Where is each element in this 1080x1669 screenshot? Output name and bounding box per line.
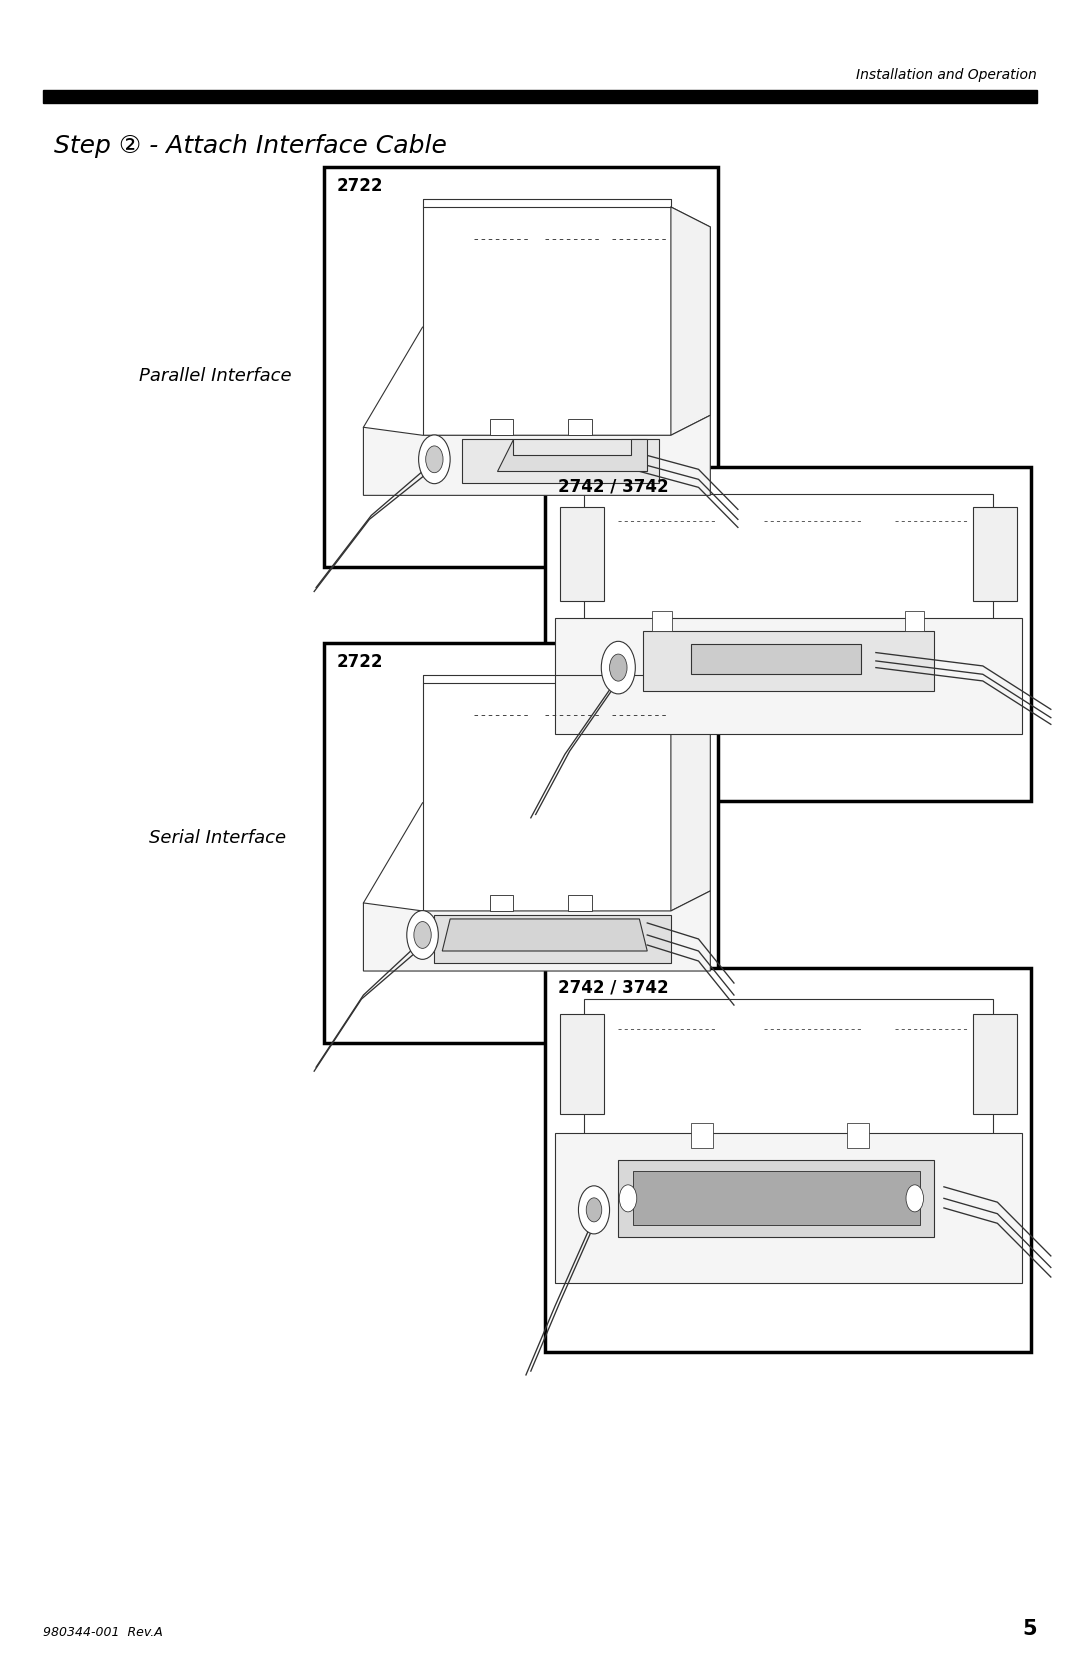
Circle shape [419,436,450,484]
Polygon shape [363,891,711,971]
Text: 2742 / 3742: 2742 / 3742 [558,978,669,996]
Circle shape [414,921,431,948]
Bar [847,1123,868,1148]
Polygon shape [443,920,647,951]
Polygon shape [498,439,647,471]
Bar [905,611,924,631]
Polygon shape [422,683,671,911]
Text: Parallel Interface: Parallel Interface [139,367,292,384]
Polygon shape [363,416,711,496]
Text: 5: 5 [1022,1619,1037,1639]
Bar [324,167,718,567]
Polygon shape [555,1133,1022,1283]
Polygon shape [584,998,993,1152]
Polygon shape [671,207,711,436]
Polygon shape [422,207,671,436]
Bar [545,467,1031,801]
Polygon shape [568,419,592,436]
Bar [462,439,659,484]
Circle shape [579,1185,609,1233]
Circle shape [609,654,627,681]
Polygon shape [559,1015,604,1113]
Polygon shape [568,895,592,911]
Text: 2742 / 3742: 2742 / 3742 [558,477,669,496]
Text: 2722: 2722 [337,653,383,671]
Circle shape [586,1198,602,1222]
Circle shape [906,1185,923,1212]
Circle shape [619,1185,637,1212]
Text: 2722: 2722 [337,177,383,195]
Bar [643,631,934,691]
Bar [545,968,1031,1352]
Polygon shape [973,1015,1017,1113]
Polygon shape [973,507,1017,601]
Polygon shape [489,419,513,436]
Polygon shape [559,507,604,601]
Polygon shape [691,644,862,674]
Circle shape [426,446,443,472]
Bar [324,643,718,1043]
Text: Step ② - Attach Interface Cable: Step ② - Attach Interface Cable [54,134,447,157]
Text: Serial Interface: Serial Interface [149,829,286,846]
Polygon shape [489,895,513,911]
Bar [633,1172,919,1225]
Bar [434,915,671,963]
Bar [618,1160,934,1237]
Circle shape [602,641,635,694]
Polygon shape [584,494,993,634]
Polygon shape [671,683,711,911]
Circle shape [407,911,438,960]
Text: Installation and Operation: Installation and Operation [856,68,1037,82]
Bar [691,1123,713,1148]
Bar [652,611,672,631]
Bar [43,90,1037,103]
Polygon shape [555,618,1022,734]
Text: 980344-001  Rev.A: 980344-001 Rev.A [43,1626,163,1639]
